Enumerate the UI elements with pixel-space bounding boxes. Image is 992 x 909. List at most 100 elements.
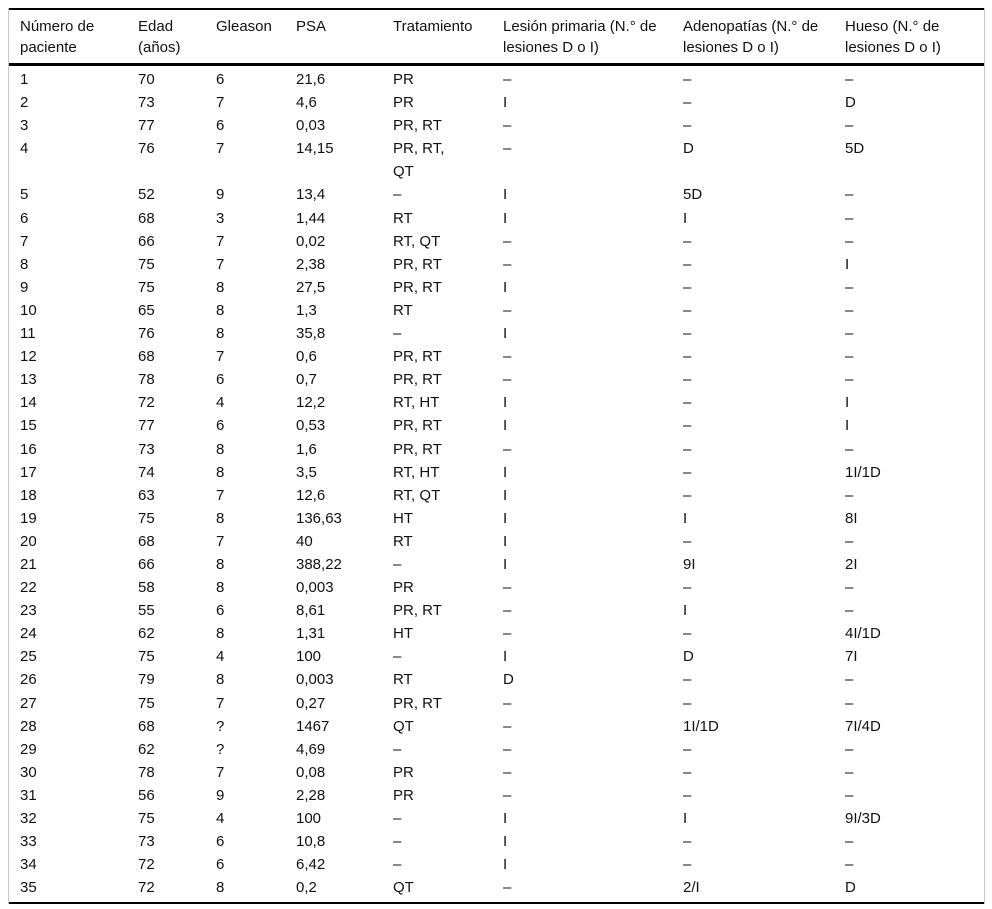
table-cell-psa: 388,22	[296, 555, 342, 573]
table-cell-gleason: 4	[216, 648, 225, 666]
table-cell-tratamiento: –	[393, 325, 402, 343]
table-cell-adenopatias: –	[683, 694, 692, 712]
table-cell-tratamiento: RT	[393, 301, 413, 319]
table-cell-psa: 14,15	[296, 140, 334, 158]
table-cell-hueso: –	[845, 440, 854, 458]
table-cell-gleason: 8	[216, 509, 225, 527]
table-cell-psa: 1,31	[296, 625, 326, 643]
table-cell-adenopatias: D	[683, 648, 694, 666]
table-cell-edad: 65	[138, 301, 155, 319]
table-cell-hueso: I	[845, 394, 850, 412]
table-cell-paciente: 32	[20, 810, 37, 827]
table-cell-edad: 62	[138, 625, 155, 643]
table-cell-edad: 55	[138, 602, 155, 620]
table-cell-lesion_primaria: I	[503, 810, 508, 827]
table-cell-hueso: D	[845, 94, 856, 112]
table-cell-edad: 68	[138, 717, 155, 735]
table-cell-adenopatias: 9I	[683, 555, 696, 573]
table-cell-paciente: 1	[20, 71, 29, 88]
table-cell-adenopatias: –	[683, 255, 692, 273]
table-cell-edad: 77	[138, 417, 155, 435]
table-cell-tratamiento: PR, RT	[393, 417, 442, 435]
column-header-hueso: Hueso (N.° de lesiones D o I)	[845, 18, 941, 56]
table-cell-gleason: 8	[216, 301, 225, 319]
table-cell-psa: 12,2	[296, 394, 326, 412]
table-cell-lesion_primaria: –	[503, 786, 512, 804]
table-row: 24 62 8 1,31 HT – – 4I/1D	[9, 622, 984, 645]
table-cell-paciente: 35	[20, 879, 37, 897]
table-cell-gleason: 3	[216, 209, 225, 227]
table-cell-psa: 0,02	[296, 232, 326, 250]
table-cell-edad: 75	[138, 509, 155, 527]
table-cell-hueso: 4I/1D	[845, 625, 881, 643]
table-cell-lesion_primaria: I	[503, 94, 508, 112]
table-cell-psa: 13,4	[296, 186, 326, 204]
column-header-adenopatias: Adenopatías (N.° de lesiones D o I)	[683, 18, 819, 56]
table-cell-tratamiento: PR	[393, 94, 414, 112]
table-cell-gleason: 6	[216, 602, 225, 620]
table-cell-paciente: 31	[20, 786, 37, 804]
table-cell-hueso: –	[845, 786, 854, 804]
table-cell-paciente: 9	[20, 278, 29, 296]
table-cell-psa: 100	[296, 810, 322, 827]
table-cell-paciente: 11	[20, 325, 36, 343]
table-cell-psa: 0,7	[296, 371, 317, 389]
column-header-paciente: Número de paciente	[20, 18, 95, 56]
table-row: 19 75 8 136,63 HT I I 8I	[9, 507, 984, 530]
table-cell-tratamiento: –	[393, 833, 402, 851]
table-cell-adenopatias: –	[683, 325, 692, 343]
table-cell-gleason: 7	[216, 348, 225, 366]
table-cell-tratamiento: PR, RT	[393, 255, 442, 273]
table-cell-lesion_primaria: I	[503, 463, 508, 481]
table-row: 3 77 6 0,03 PR, RT – – –	[9, 114, 984, 137]
table-row: 12 68 7 0,6 PR, RT – – –	[9, 345, 984, 368]
table-cell-psa: 1,44	[296, 209, 326, 227]
table-cell-adenopatias: –	[683, 301, 692, 319]
table-cell-paciente: 2	[20, 94, 29, 112]
table-cell-gleason: 7	[216, 255, 225, 273]
table-cell-edad: 73	[138, 833, 155, 851]
table-cell-adenopatias: –	[683, 117, 692, 135]
table-cell-lesion_primaria: –	[503, 740, 512, 758]
table-row: 21 66 8 388,22 – I 9I 2I	[9, 553, 984, 576]
table-cell-psa: 10,8	[296, 833, 326, 851]
table-cell-paciente: 29	[20, 740, 37, 758]
table-cell-gleason: 9	[216, 186, 225, 204]
table-cell-paciente: 24	[20, 625, 37, 643]
table-body: 1 70 6 21,6 PR – – –2 73 7 4,6 PR I – D 3 77 6 0,03 PR, RT –…	[9, 65, 984, 904]
table-cell-lesion_primaria: –	[503, 879, 512, 897]
table-cell-psa: 3,5	[296, 463, 317, 481]
table-cell-edad: 70	[138, 71, 155, 88]
table-cell-tratamiento: HT	[393, 509, 413, 527]
table-cell-edad: 68	[138, 209, 155, 227]
table-cell-hueso: 5D	[845, 140, 865, 158]
table-cell-psa: 0,2	[296, 879, 317, 897]
table-cell-paciente: 12	[20, 348, 37, 366]
table-cell-paciente: 8	[20, 255, 29, 273]
table-cell-tratamiento: PR, RT	[393, 117, 442, 135]
table-cell-psa: 35,8	[296, 325, 326, 343]
table-cell-adenopatias: I	[683, 602, 688, 620]
table-cell-lesion_primaria: –	[503, 694, 512, 712]
table-cell-gleason: 8	[216, 625, 225, 643]
table-cell-psa: 1,6	[296, 440, 317, 458]
table-cell-hueso: –	[845, 763, 854, 781]
table-row: 10 65 8 1,3 RT – – –	[9, 299, 984, 322]
table-cell-tratamiento: PR	[393, 579, 414, 597]
table-cell-tratamiento: QT	[393, 879, 414, 897]
table-row: 34 72 6 6,42 – I – –	[9, 853, 984, 876]
table-row: 18 63 7 12,6 RT, QT I – –	[9, 484, 984, 507]
table-cell-hueso: –	[845, 486, 854, 504]
table-cell-psa: 4,69	[296, 740, 326, 758]
table-cell-tratamiento: RT, QT	[393, 486, 441, 504]
table-cell-gleason: 8	[216, 325, 225, 343]
table-cell-tratamiento: PR, RT	[393, 694, 442, 712]
table-cell-adenopatias: –	[683, 440, 692, 458]
table-cell-tratamiento: –	[393, 810, 402, 827]
table-cell-tratamiento: PR, RT	[393, 278, 442, 296]
table-cell-gleason: 6	[216, 856, 225, 874]
table-cell-gleason: 6	[216, 833, 225, 851]
table-cell-adenopatias: –	[683, 71, 692, 88]
table-cell-tratamiento: RT	[393, 209, 413, 227]
table-cell-hueso: 1I/1D	[845, 463, 881, 481]
